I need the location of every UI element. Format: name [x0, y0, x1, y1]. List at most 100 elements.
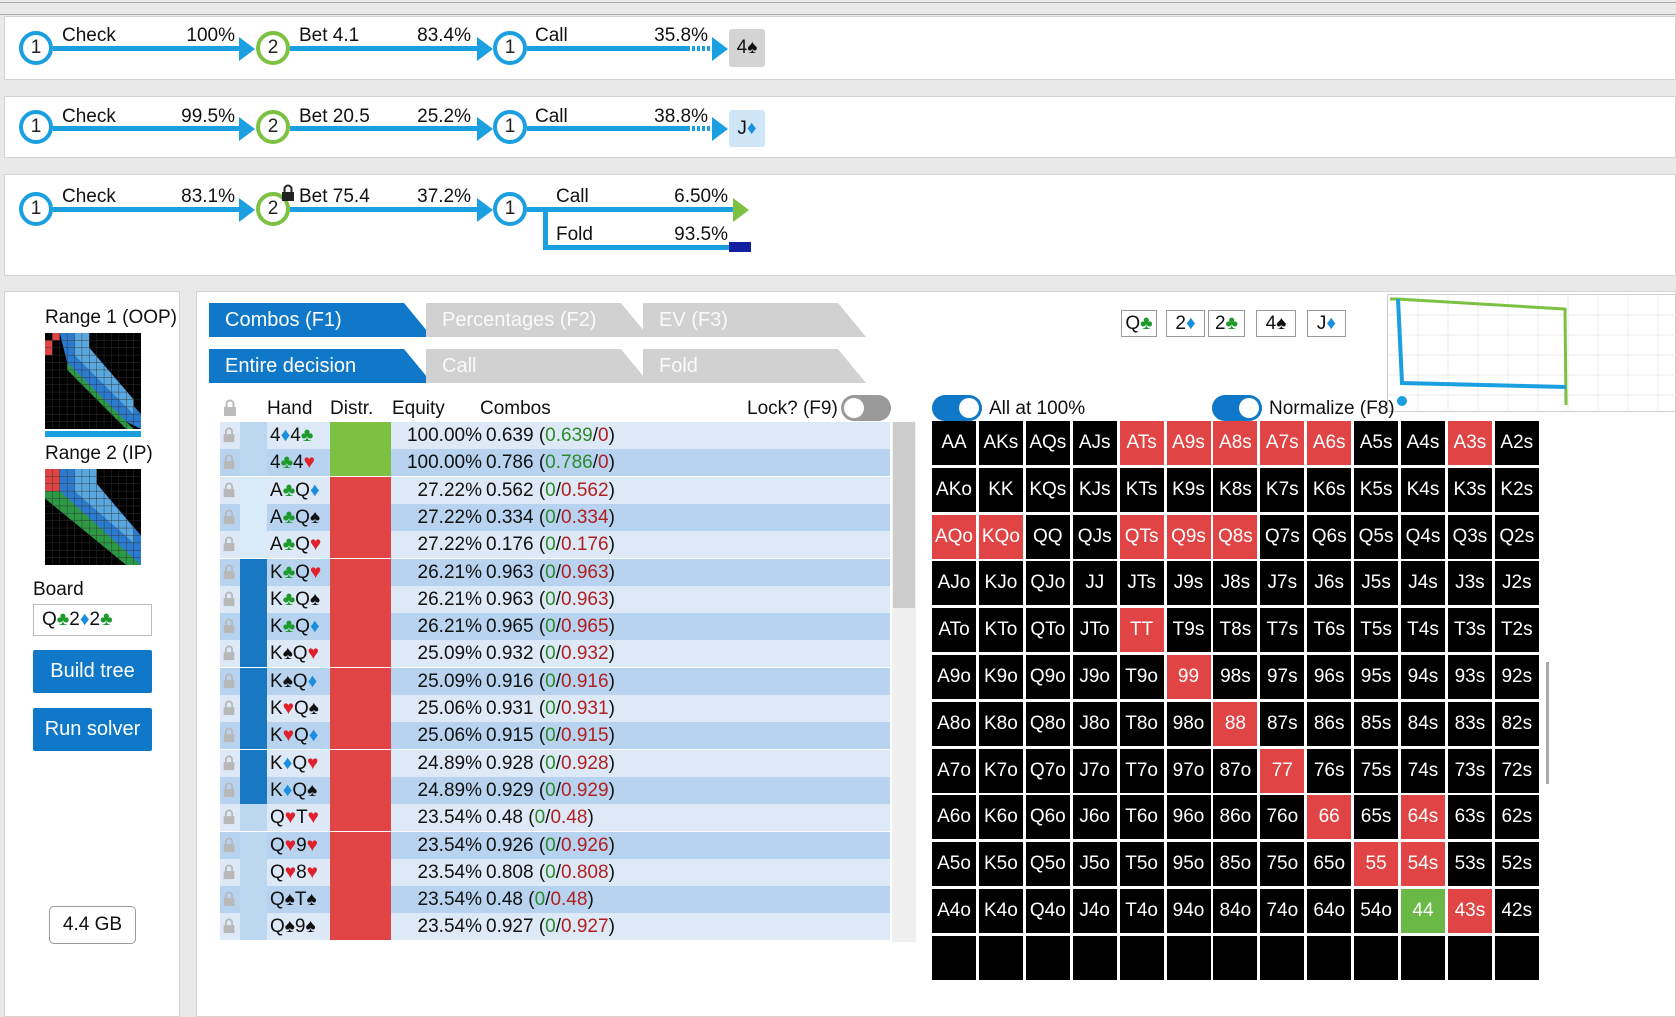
- table-row[interactable]: Q♠9♠ 23.54% 0.927 (0/0.927): [220, 913, 890, 941]
- node-oop[interactable]: 1: [19, 192, 53, 226]
- hand-grid-cell[interactable]: 64s: [1401, 795, 1445, 840]
- hand-grid-cell[interactable]: 86s: [1307, 701, 1352, 746]
- hand-grid-cell[interactable]: T9o: [1119, 655, 1164, 699]
- tab-call[interactable]: Call: [426, 349, 621, 383]
- hand-grid-cell[interactable]: A5s: [1354, 421, 1399, 465]
- hand-grid-cell[interactable]: KK: [978, 467, 1023, 512]
- table-row[interactable]: 4♣4♥ 100.00% 0.786 (0.786/0): [220, 449, 890, 477]
- board-card[interactable]: 2 ♣: [1208, 310, 1245, 337]
- hand-grid-cell[interactable]: [1447, 935, 1492, 980]
- hand-grid-cell[interactable]: AJs: [1072, 421, 1117, 465]
- board-card[interactable]: 4 ♠: [1256, 310, 1296, 337]
- table-row[interactable]: A♣Q♦ 27.22% 0.562 (0/0.562): [220, 476, 890, 504]
- hand-grid-cell[interactable]: [1307, 935, 1352, 980]
- col-equity[interactable]: Equity: [392, 398, 445, 419]
- table-row[interactable]: K♦Q♠ 24.89% 0.929 (0/0.929): [220, 776, 890, 804]
- hand-grid-cell[interactable]: A5o: [932, 842, 976, 887]
- hand-grid-cell[interactable]: [1213, 935, 1258, 980]
- hand-grid-cell[interactable]: 95o: [1166, 842, 1211, 887]
- hand-grid-cell[interactable]: J7o: [1072, 748, 1117, 793]
- node-oop[interactable]: 1: [19, 31, 53, 65]
- row-lock-icon[interactable]: [222, 782, 236, 798]
- range-oop-grid[interactable]: [45, 333, 141, 429]
- hand-grid-cell[interactable]: J5s: [1354, 561, 1399, 606]
- hand-grid-cell[interactable]: 53s: [1447, 842, 1492, 887]
- hand-grid-cell[interactable]: Q9s: [1166, 514, 1211, 559]
- hand-grid-cell[interactable]: 85o: [1213, 842, 1258, 887]
- line-panel-3[interactable]: 1 Check 83.1% 2 Bet 75.4 37.2% 1 Call 6.…: [4, 174, 1676, 276]
- table-scrollbar[interactable]: [892, 422, 916, 942]
- tab-entire-decision[interactable]: Entire decision: [209, 349, 404, 383]
- hand-grid-cell[interactable]: K5s: [1354, 467, 1399, 512]
- hand-grid-cell[interactable]: T9s: [1166, 608, 1211, 653]
- hand-grid-cell[interactable]: 72s: [1494, 748, 1539, 793]
- hand-grid-cell[interactable]: Q7s: [1260, 514, 1305, 559]
- hand-grid-cell[interactable]: K9o: [978, 655, 1023, 699]
- hand-grid-cell[interactable]: T4o: [1119, 889, 1164, 933]
- hand-grid-cell[interactable]: 44: [1401, 889, 1445, 933]
- hand-grid-cell[interactable]: A8s: [1213, 421, 1258, 465]
- row-lock-icon[interactable]: [222, 454, 236, 470]
- hand-grid-cell[interactable]: 63s: [1447, 795, 1492, 840]
- node-oop[interactable]: 1: [493, 192, 527, 226]
- hand-grid-cell[interactable]: K7o: [978, 748, 1023, 793]
- hand-grid-cell[interactable]: 43s: [1447, 889, 1492, 933]
- hand-grid-cell[interactable]: A6s: [1307, 421, 1352, 465]
- hand-grid-cell[interactable]: ATs: [1119, 421, 1164, 465]
- turn-card[interactable]: J ♦: [729, 110, 765, 147]
- row-lock-icon[interactable]: [222, 809, 236, 825]
- table-row[interactable]: Q♥9♥ 23.54% 0.926 (0/0.926): [220, 831, 890, 859]
- table-row[interactable]: K♣Q♠ 26.21% 0.963 (0/0.963): [220, 585, 890, 613]
- hand-grid-cell[interactable]: QJs: [1072, 514, 1117, 559]
- hand-grid-cell[interactable]: TT: [1119, 608, 1164, 653]
- node-oop[interactable]: 1: [19, 110, 53, 144]
- hand-grid-cell[interactable]: J7s: [1260, 561, 1305, 606]
- row-lock-icon[interactable]: [222, 427, 236, 443]
- hand-grid-cell[interactable]: 88: [1213, 701, 1258, 746]
- hand-grid-cell[interactable]: T2s: [1494, 608, 1539, 653]
- hand-grid-cell[interactable]: [1354, 935, 1399, 980]
- hand-grid-cell[interactable]: 76o: [1260, 795, 1305, 840]
- board-card[interactable]: 2 ♦: [1166, 310, 1205, 337]
- hand-grid-cell[interactable]: 85s: [1354, 701, 1399, 746]
- all-at-100-toggle[interactable]: [932, 395, 982, 421]
- hand-grid-cell[interactable]: 52s: [1494, 842, 1539, 887]
- board-input[interactable]: Q♣2♦2♣: [33, 604, 152, 636]
- hand-grid-cell[interactable]: 97o: [1166, 748, 1211, 793]
- hand-grid-cell[interactable]: KJs: [1072, 467, 1117, 512]
- normalize-toggle[interactable]: [1212, 395, 1262, 421]
- hand-grid-cell[interactable]: QJo: [1025, 561, 1070, 606]
- hand-grid-cell[interactable]: JTo: [1072, 608, 1117, 653]
- row-lock-icon[interactable]: [222, 837, 236, 853]
- hand-grid-cell[interactable]: 84s: [1401, 701, 1445, 746]
- hand-grid-cell[interactable]: Q3s: [1447, 514, 1492, 559]
- hand-grid-cell[interactable]: AQs: [1025, 421, 1070, 465]
- hand-grid-cell[interactable]: 96s: [1307, 655, 1352, 699]
- row-lock-icon[interactable]: [222, 700, 236, 716]
- hand-grid-cell[interactable]: T3s: [1447, 608, 1492, 653]
- hand-grid-cell[interactable]: K3s: [1447, 467, 1492, 512]
- hand-grid-cell[interactable]: A4s: [1401, 421, 1445, 465]
- lock-all-icon[interactable]: [222, 399, 238, 417]
- table-row[interactable]: A♣Q♥ 27.22% 0.176 (0/0.176): [220, 531, 890, 559]
- hand-grid-cell[interactable]: 66: [1307, 795, 1352, 840]
- hand-grid-cell[interactable]: J4o: [1072, 889, 1117, 933]
- hand-grid-cell[interactable]: 55: [1354, 842, 1399, 887]
- hand-grid-cell[interactable]: A4o: [932, 889, 976, 933]
- board-card[interactable]: J ♦: [1307, 310, 1346, 337]
- hand-grid-cell[interactable]: J8o: [1072, 701, 1117, 746]
- hand-grid-cell[interactable]: 42s: [1494, 889, 1539, 933]
- hand-grid-cell[interactable]: JJ: [1072, 561, 1117, 606]
- hand-grid-cell[interactable]: 93s: [1447, 655, 1492, 699]
- hand-grid-cell[interactable]: K4o: [978, 889, 1023, 933]
- row-lock-icon[interactable]: [222, 673, 236, 689]
- hand-grid-cell[interactable]: J6s: [1307, 561, 1352, 606]
- table-row[interactable]: 4♦4♣ 100.00% 0.639 (0.639/0): [220, 422, 890, 449]
- hand-grid-cell[interactable]: 86o: [1213, 795, 1258, 840]
- row-lock-icon[interactable]: [222, 591, 236, 607]
- hand-grid-cell[interactable]: AKo: [932, 467, 976, 512]
- table-row[interactable]: Q♥T♥ 23.54% 0.48 (0/0.48): [220, 804, 890, 832]
- hand-grid-cell[interactable]: 83s: [1447, 701, 1492, 746]
- table-row[interactable]: K♥Q♠ 25.06% 0.931 (0/0.931): [220, 695, 890, 722]
- hand-grid-cell[interactable]: [1072, 935, 1117, 980]
